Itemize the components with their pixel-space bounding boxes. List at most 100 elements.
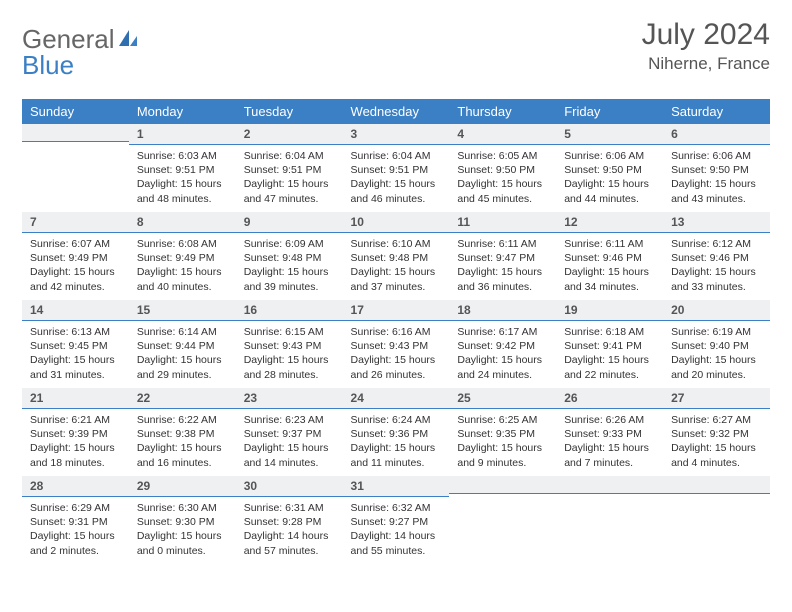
day-details: Sunrise: 6:27 AMSunset: 9:32 PMDaylight:… [663, 409, 770, 476]
day-number: 25 [449, 388, 556, 409]
weekday-header: Thursday [449, 99, 556, 124]
day-details: Sunrise: 6:05 AMSunset: 9:50 PMDaylight:… [449, 145, 556, 212]
day-number: 17 [343, 300, 450, 321]
daylight-text: Daylight: 15 hours and 7 minutes. [564, 441, 655, 469]
sunrise-text: Sunrise: 6:29 AM [30, 501, 121, 515]
weekday-header: Sunday [22, 99, 129, 124]
day-details: Sunrise: 6:04 AMSunset: 9:51 PMDaylight:… [236, 145, 343, 212]
day-details: Sunrise: 6:17 AMSunset: 9:42 PMDaylight:… [449, 321, 556, 388]
sunset-text: Sunset: 9:33 PM [564, 427, 655, 441]
daylight-text: Daylight: 15 hours and 9 minutes. [457, 441, 548, 469]
calendar-day-cell: 23Sunrise: 6:23 AMSunset: 9:37 PMDayligh… [236, 388, 343, 476]
sunset-text: Sunset: 9:51 PM [244, 163, 335, 177]
day-number: 1 [129, 124, 236, 145]
sunset-text: Sunset: 9:43 PM [351, 339, 442, 353]
daylight-text: Daylight: 15 hours and 44 minutes. [564, 177, 655, 205]
calendar-day-cell: 3Sunrise: 6:04 AMSunset: 9:51 PMDaylight… [343, 124, 450, 212]
day-number: 28 [22, 476, 129, 497]
daylight-text: Daylight: 15 hours and 29 minutes. [137, 353, 228, 381]
daylight-text: Daylight: 15 hours and 0 minutes. [137, 529, 228, 557]
sunrise-text: Sunrise: 6:14 AM [137, 325, 228, 339]
sunset-text: Sunset: 9:43 PM [244, 339, 335, 353]
day-number: 3 [343, 124, 450, 145]
sunrise-text: Sunrise: 6:22 AM [137, 413, 228, 427]
sunset-text: Sunset: 9:37 PM [244, 427, 335, 441]
calendar-day-cell: 27Sunrise: 6:27 AMSunset: 9:32 PMDayligh… [663, 388, 770, 476]
sunset-text: Sunset: 9:50 PM [457, 163, 548, 177]
day-details: Sunrise: 6:25 AMSunset: 9:35 PMDaylight:… [449, 409, 556, 476]
day-number: 30 [236, 476, 343, 497]
day-number: 4 [449, 124, 556, 145]
day-number: 20 [663, 300, 770, 321]
calendar-day-cell [663, 476, 770, 564]
daylight-text: Daylight: 15 hours and 20 minutes. [671, 353, 762, 381]
day-details: Sunrise: 6:14 AMSunset: 9:44 PMDaylight:… [129, 321, 236, 388]
calendar-day-cell: 2Sunrise: 6:04 AMSunset: 9:51 PMDaylight… [236, 124, 343, 212]
sunset-text: Sunset: 9:42 PM [457, 339, 548, 353]
calendar-day-cell: 13Sunrise: 6:12 AMSunset: 9:46 PMDayligh… [663, 212, 770, 300]
sunrise-text: Sunrise: 6:17 AM [457, 325, 548, 339]
sunset-text: Sunset: 9:49 PM [137, 251, 228, 265]
day-details: Sunrise: 6:24 AMSunset: 9:36 PMDaylight:… [343, 409, 450, 476]
day-details: Sunrise: 6:07 AMSunset: 9:49 PMDaylight:… [22, 233, 129, 300]
calendar-day-cell: 31Sunrise: 6:32 AMSunset: 9:27 PMDayligh… [343, 476, 450, 564]
day-number: 5 [556, 124, 663, 145]
sunset-text: Sunset: 9:32 PM [671, 427, 762, 441]
daylight-text: Daylight: 14 hours and 57 minutes. [244, 529, 335, 557]
day-number: 16 [236, 300, 343, 321]
calendar-day-cell: 30Sunrise: 6:31 AMSunset: 9:28 PMDayligh… [236, 476, 343, 564]
calendar-day-cell [556, 476, 663, 564]
day-number: 19 [556, 300, 663, 321]
day-number: 7 [22, 212, 129, 233]
sunset-text: Sunset: 9:47 PM [457, 251, 548, 265]
sunset-text: Sunset: 9:35 PM [457, 427, 548, 441]
day-number: 31 [343, 476, 450, 497]
day-details: Sunrise: 6:12 AMSunset: 9:46 PMDaylight:… [663, 233, 770, 300]
calendar-day-cell: 21Sunrise: 6:21 AMSunset: 9:39 PMDayligh… [22, 388, 129, 476]
calendar-day-cell: 10Sunrise: 6:10 AMSunset: 9:48 PMDayligh… [343, 212, 450, 300]
day-details: Sunrise: 6:23 AMSunset: 9:37 PMDaylight:… [236, 409, 343, 476]
day-details: Sunrise: 6:11 AMSunset: 9:46 PMDaylight:… [556, 233, 663, 300]
daylight-text: Daylight: 15 hours and 47 minutes. [244, 177, 335, 205]
day-number: 12 [556, 212, 663, 233]
sunrise-text: Sunrise: 6:09 AM [244, 237, 335, 251]
day-details: Sunrise: 6:09 AMSunset: 9:48 PMDaylight:… [236, 233, 343, 300]
sunset-text: Sunset: 9:38 PM [137, 427, 228, 441]
day-details: Sunrise: 6:06 AMSunset: 9:50 PMDaylight:… [663, 145, 770, 212]
calendar-day-cell: 5Sunrise: 6:06 AMSunset: 9:50 PMDaylight… [556, 124, 663, 212]
sunrise-text: Sunrise: 6:05 AM [457, 149, 548, 163]
calendar-day-cell: 25Sunrise: 6:25 AMSunset: 9:35 PMDayligh… [449, 388, 556, 476]
day-details: Sunrise: 6:04 AMSunset: 9:51 PMDaylight:… [343, 145, 450, 212]
day-details: Sunrise: 6:26 AMSunset: 9:33 PMDaylight:… [556, 409, 663, 476]
day-details: Sunrise: 6:16 AMSunset: 9:43 PMDaylight:… [343, 321, 450, 388]
day-number [663, 476, 770, 494]
day-number: 11 [449, 212, 556, 233]
month-title: July 2024 [642, 18, 770, 52]
day-number: 2 [236, 124, 343, 145]
day-details: Sunrise: 6:11 AMSunset: 9:47 PMDaylight:… [449, 233, 556, 300]
daylight-text: Daylight: 15 hours and 11 minutes. [351, 441, 442, 469]
daylight-text: Daylight: 15 hours and 43 minutes. [671, 177, 762, 205]
day-number [556, 476, 663, 494]
day-details: Sunrise: 6:30 AMSunset: 9:30 PMDaylight:… [129, 497, 236, 564]
day-details: Sunrise: 6:13 AMSunset: 9:45 PMDaylight:… [22, 321, 129, 388]
sunset-text: Sunset: 9:28 PM [244, 515, 335, 529]
day-number [22, 124, 129, 142]
day-details: Sunrise: 6:22 AMSunset: 9:38 PMDaylight:… [129, 409, 236, 476]
day-number: 10 [343, 212, 450, 233]
calendar-day-cell: 17Sunrise: 6:16 AMSunset: 9:43 PMDayligh… [343, 300, 450, 388]
sunset-text: Sunset: 9:48 PM [351, 251, 442, 265]
sunrise-text: Sunrise: 6:24 AM [351, 413, 442, 427]
calendar-week-row: 7Sunrise: 6:07 AMSunset: 9:49 PMDaylight… [22, 212, 770, 300]
day-number: 13 [663, 212, 770, 233]
sunset-text: Sunset: 9:46 PM [564, 251, 655, 265]
daylight-text: Daylight: 15 hours and 4 minutes. [671, 441, 762, 469]
daylight-text: Daylight: 15 hours and 36 minutes. [457, 265, 548, 293]
calendar-day-cell: 6Sunrise: 6:06 AMSunset: 9:50 PMDaylight… [663, 124, 770, 212]
daylight-text: Daylight: 15 hours and 24 minutes. [457, 353, 548, 381]
day-number: 29 [129, 476, 236, 497]
calendar-day-cell [449, 476, 556, 564]
sunset-text: Sunset: 9:40 PM [671, 339, 762, 353]
day-details: Sunrise: 6:10 AMSunset: 9:48 PMDaylight:… [343, 233, 450, 300]
sunrise-text: Sunrise: 6:23 AM [244, 413, 335, 427]
